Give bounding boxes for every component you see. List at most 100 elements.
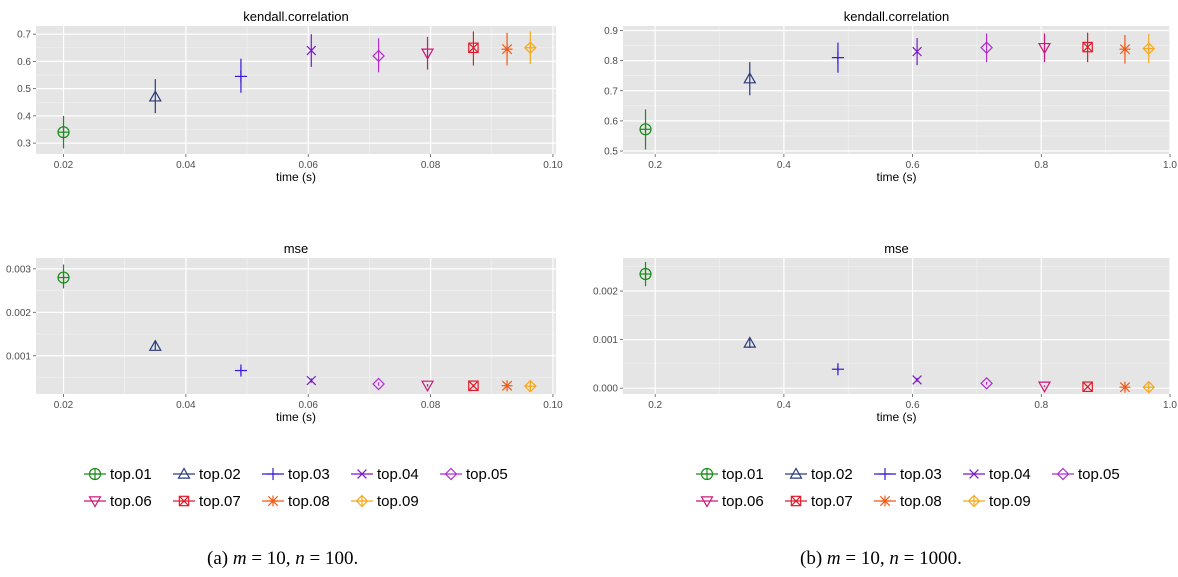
point-top.06 (1037, 33, 1052, 63)
x-tick-label: 0.10 (543, 400, 563, 411)
point-top.01 (57, 264, 70, 289)
y-tick-label: 0.5 (17, 84, 31, 95)
legend-item-top.06: top.06 (696, 493, 764, 510)
panel-title: kendall.correlation (243, 9, 349, 24)
point-top.08 (501, 32, 513, 66)
legend-item-top.03: top.03 (874, 466, 942, 483)
x-tick-label: 1.0 (1163, 400, 1177, 411)
x-tick-label: 0.08 (421, 160, 441, 171)
point-top.02 (743, 336, 757, 348)
point-top.06 (420, 380, 435, 393)
x-tick-label: 0.02 (54, 160, 74, 171)
point-top.01 (57, 115, 70, 149)
legend-label: top.09 (989, 493, 1031, 510)
point-top.04 (912, 38, 922, 66)
panel-a-mse: 0.02 0.04 0.06 0.08 0.10 0.001 0.002 0.003 mse ti… (6, 241, 563, 424)
x-tick-label: 0.8 (1034, 160, 1048, 171)
point-top.05 (980, 376, 993, 390)
x-tick-label: 0.08 (421, 400, 441, 411)
y-tick-label: 0.003 (6, 264, 31, 275)
point-top.07 (1082, 381, 1093, 392)
point-top.03 (234, 364, 247, 377)
legend-label: top.05 (466, 466, 508, 483)
y-tick-label: 0.002 (6, 308, 31, 319)
panel-a-kendall: 0.02 0.04 0.06 0.08 0.10 0.3 0.4 0.5 0.6 0.7 kenda… (17, 9, 563, 184)
x-axis-label: time (s) (877, 170, 917, 184)
point-top.01 (639, 261, 652, 287)
legend-item-top.03: top.03 (262, 466, 330, 483)
x-tick-label: 0.04 (176, 160, 196, 171)
plot-background (623, 26, 1170, 154)
panel-title: mse (284, 241, 309, 256)
legend-item-top.01: top.01 (696, 466, 764, 483)
legend-label: top.09 (377, 493, 419, 510)
y-tick-label: 0.6 (17, 57, 31, 68)
x-tick-label: 0.02 (54, 400, 74, 411)
point-top.09 (523, 31, 537, 65)
legend-item-top.04: top.04 (351, 466, 419, 483)
x-tick-label: 0.10 (543, 160, 563, 171)
legend-label: top.07 (199, 493, 241, 510)
x-tick-label: 1.0 (1163, 160, 1177, 171)
legend-item-top.06: top.06 (84, 493, 152, 510)
point-top.05 (980, 33, 993, 63)
point-top.04 (912, 375, 922, 385)
point-top.07 (1082, 32, 1093, 63)
y-tick-label: 0.3 (17, 139, 31, 150)
point-top.08 (1119, 381, 1131, 393)
legend-label: top.04 (377, 466, 419, 483)
x-tick-label: 0.4 (777, 400, 791, 411)
legend-label: top.02 (811, 466, 853, 483)
point-top.02 (743, 62, 757, 96)
point-top.07 (468, 380, 479, 392)
y-tick-label: 0.4 (17, 111, 31, 122)
legend-item-top.05: top.05 (440, 466, 508, 483)
legend-label: top.08 (900, 493, 942, 510)
x-axis-label: time (s) (276, 170, 316, 184)
y-tick-label: 0.6 (604, 116, 618, 127)
y-tick-label: 0.002 (593, 287, 618, 298)
point-top.02 (148, 79, 162, 114)
point-top.03 (234, 58, 247, 93)
legend-item-top.05: top.05 (1052, 466, 1120, 483)
point-top.04 (306, 34, 317, 67)
panel-title: kendall.correlation (844, 9, 950, 24)
x-tick-label: 0.04 (176, 400, 196, 411)
legend-label: top.05 (1078, 466, 1120, 483)
point-top.06 (1037, 381, 1052, 393)
legend-item-top.01: top.01 (84, 466, 152, 483)
y-tick-label: 0.9 (604, 26, 618, 37)
caption-b: (b) m = 10, n = 1000. (800, 548, 962, 569)
point-top.08 (501, 380, 513, 392)
legend-a: top.01 top.02 top.03 top.04 top.05 top.06 top.… (84, 466, 508, 510)
legend-label: top.03 (288, 466, 330, 483)
point-top.03 (831, 363, 844, 376)
legend-item-top.02: top.02 (785, 466, 853, 483)
x-tick-label: 0.4 (777, 160, 791, 171)
point-top.09 (1142, 34, 1156, 64)
x-tick-label: 0.2 (648, 160, 662, 171)
plot-background (623, 258, 1170, 394)
point-top.05 (372, 38, 385, 73)
plot-background (36, 258, 556, 394)
x-axis-label: time (s) (276, 410, 316, 424)
y-tick-label: 0.5 (604, 146, 618, 157)
point-top.08 (1119, 35, 1131, 64)
point-top.01 (639, 109, 652, 150)
x-tick-label: 0.2 (648, 400, 662, 411)
legend-item-top.07: top.07 (785, 493, 853, 510)
caption-a: (a) m = 10, n = 100. (207, 548, 359, 569)
legend-label: top.01 (722, 466, 764, 483)
legend-label: top.06 (722, 493, 764, 510)
panel-b-mse: 0.2 0.4 0.6 0.8 1.0 0.000 0.001 0.002 mse time (s… (593, 241, 1177, 424)
x-tick-label: 0.6 (906, 160, 920, 171)
legend-item-top.09: top.09 (351, 493, 419, 510)
point-top.03 (831, 42, 844, 73)
y-tick-label: 0.7 (17, 30, 31, 41)
y-tick-label: 0.001 (593, 335, 618, 346)
x-axis-label: time (s) (877, 410, 917, 424)
legend-item-top.08: top.08 (874, 493, 942, 510)
x-tick-label: 0.06 (299, 400, 319, 411)
legend-b: top.01 top.02 top.03 top.04 top.05 top.06 top.… (696, 466, 1120, 510)
legend-label: top.01 (110, 466, 152, 483)
